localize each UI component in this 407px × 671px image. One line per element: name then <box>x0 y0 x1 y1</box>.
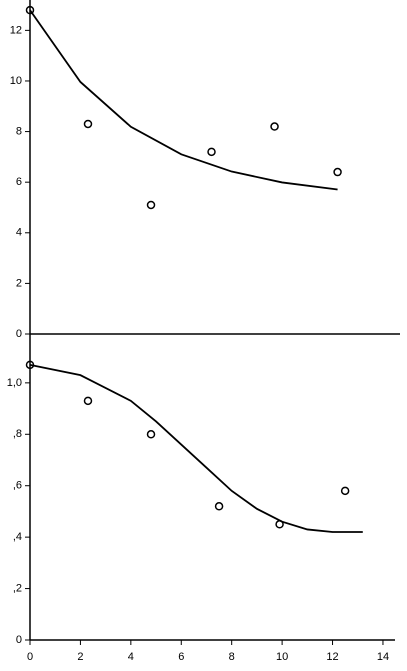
fit-curve <box>29 363 363 533</box>
y-tick-label: 0 <box>16 634 22 646</box>
data-point <box>340 486 350 496</box>
fit-curve <box>29 9 338 191</box>
x-tick-label: 6 <box>178 651 184 663</box>
y-tick-label: 8 <box>16 125 22 137</box>
x-tick-label: 8 <box>229 651 235 663</box>
y-tick-label: 0 <box>16 328 22 340</box>
y-tick-label: 2 <box>16 277 22 289</box>
data-point <box>270 122 279 131</box>
y-tick-label: 10 <box>10 75 22 87</box>
y-tick-label: ,6 <box>13 480 22 492</box>
data-point <box>25 5 35 15</box>
data-point <box>146 200 156 210</box>
x-tick-label: 4 <box>128 651 134 663</box>
y-tick-label: 6 <box>16 176 22 188</box>
data-point <box>83 396 93 406</box>
x-tick-label: 12 <box>326 651 338 663</box>
y-tick-label: ,4 <box>13 531 22 543</box>
data-point <box>214 502 224 511</box>
x-tick-label: 14 <box>377 651 389 663</box>
data-point <box>207 147 216 157</box>
x-tick-label: 10 <box>276 651 288 663</box>
x-tick-label: 2 <box>77 651 83 663</box>
y-tick-label: 12 <box>10 24 22 36</box>
data-point <box>146 430 156 439</box>
x-tick-label: 0 <box>27 651 33 663</box>
y-tick-label: 1,0 <box>7 377 22 389</box>
data-point <box>333 167 342 177</box>
data-point <box>83 119 93 129</box>
y-tick-label: ,2 <box>13 582 22 594</box>
y-tick-label: 4 <box>16 227 22 239</box>
y-tick-label: ,8 <box>13 428 22 440</box>
